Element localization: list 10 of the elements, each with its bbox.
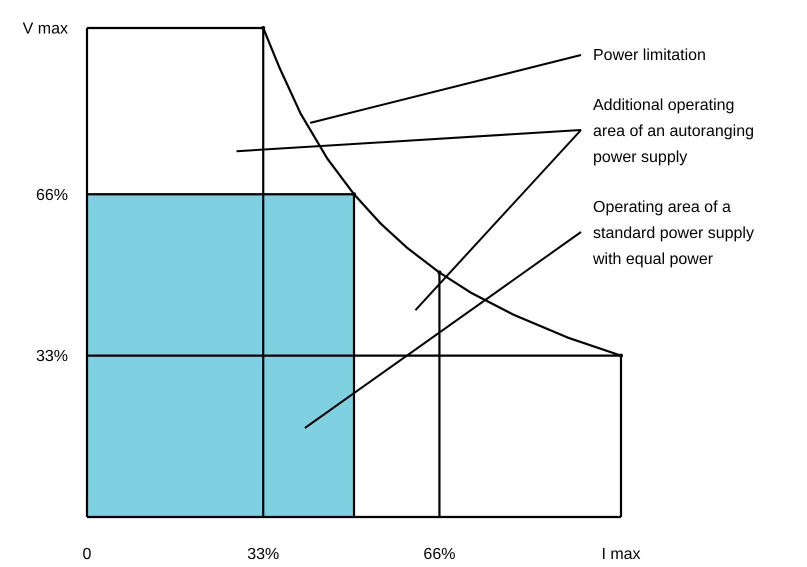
y-tick-label: 66% <box>36 186 68 204</box>
annotation: Operating area of a standard power supply with equal power <box>592 199 754 268</box>
y-tick-label: 33% <box>36 348 68 366</box>
annotation: Power limitation <box>593 47 706 64</box>
x-tick-label: 33% <box>247 546 280 563</box>
x-tick-label: 0 <box>82 546 92 563</box>
x-tick-label: 66% <box>423 546 456 563</box>
annotation: Additional operating area of an autoranging power supply <box>593 97 754 166</box>
x-tick-label: I max <box>601 546 641 563</box>
y-tick-label: V max <box>22 20 68 38</box>
